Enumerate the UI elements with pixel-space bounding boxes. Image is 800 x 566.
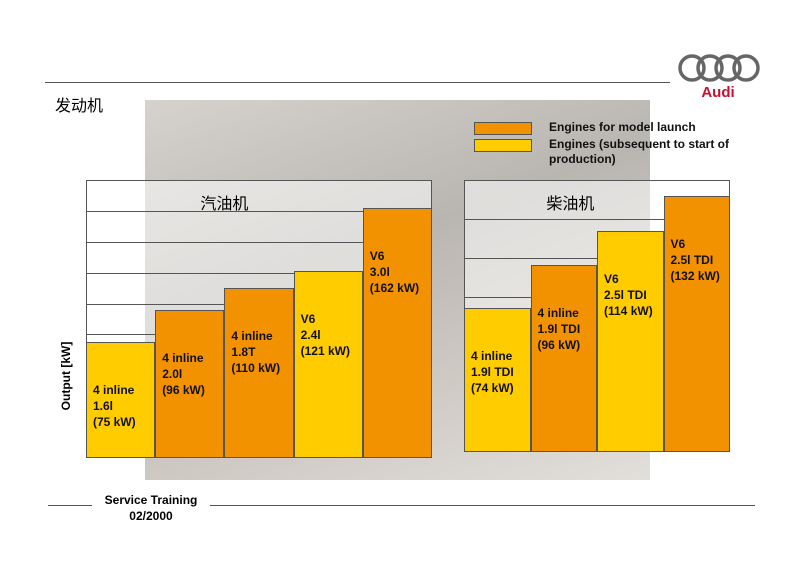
footer-rule bbox=[48, 505, 92, 506]
slide-title: 发动机 bbox=[55, 98, 104, 115]
bar bbox=[155, 309, 225, 458]
logo: Audi bbox=[678, 54, 760, 101]
bar-label: 4 inline 2.0l (96 kW) bbox=[162, 350, 205, 397]
bar bbox=[597, 230, 664, 452]
bar bbox=[293, 271, 363, 458]
grid-line bbox=[86, 272, 432, 274]
bar-label: V6 2.5l TDI (132 kW) bbox=[670, 236, 720, 283]
legend-label: Engines for model launch bbox=[549, 120, 696, 134]
footer: Service Training 02/2000 bbox=[92, 492, 210, 524]
footer-rule bbox=[210, 505, 755, 506]
bar-label: 4 inline 1.9l TDI (74 kW) bbox=[471, 349, 514, 396]
bar bbox=[224, 288, 294, 458]
bar-label: V6 2.5l TDI (114 kW) bbox=[604, 271, 653, 318]
grid-line bbox=[464, 218, 730, 220]
chart-title: 汽油机 bbox=[200, 196, 249, 213]
header-rule bbox=[45, 82, 670, 83]
chart-title: 柴油机 bbox=[546, 196, 595, 213]
bar bbox=[86, 342, 156, 458]
grid-line bbox=[86, 210, 432, 212]
logo-rings bbox=[678, 54, 760, 82]
bar-label: V6 3.0l (162 kW) bbox=[369, 248, 420, 295]
footer-line: Service Training bbox=[104, 493, 198, 507]
footer-line: 02/2000 bbox=[129, 509, 173, 523]
bar bbox=[663, 195, 730, 452]
bar-label: V6 2.4l (121 kW) bbox=[300, 312, 350, 359]
brand: Audi bbox=[701, 84, 734, 101]
grid-line bbox=[86, 241, 432, 243]
legend-swatch bbox=[474, 122, 532, 135]
y-axis-label: Output [kW] bbox=[59, 341, 73, 411]
bar-label: 4 inline 1.9l TDI (96 kW) bbox=[537, 306, 581, 353]
bar-label: 4 inline 1.8T (110 kW) bbox=[231, 329, 281, 376]
legend-label: Engines (subsequent to start of producti… bbox=[549, 137, 730, 166]
bar bbox=[362, 207, 432, 458]
bar bbox=[530, 265, 597, 452]
bar-label: 4 inline 1.6l (75 kW) bbox=[93, 383, 136, 430]
bar bbox=[464, 308, 531, 452]
legend-swatch bbox=[474, 139, 532, 152]
